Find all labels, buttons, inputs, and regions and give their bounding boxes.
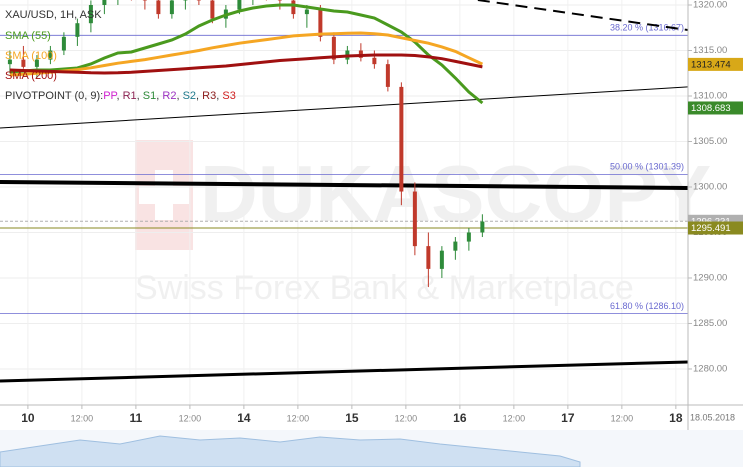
x-tick-label: 12:00 [503,413,526,423]
legend: XAU/USD, 1H, ASK SMA (55) SMA (100) SMA (2… [5,9,236,102]
x-tick-label: 11 [130,411,143,425]
chart-title: XAU/USD, 1H, ASK [5,9,102,21]
x-tick-label: 16 [453,411,467,425]
watermark-subtitle: Swiss Forex Bank & Marketplace [135,269,634,307]
candle-body [291,0,296,15]
candle-body [88,5,93,24]
candle-body [412,191,417,247]
y-tick-label: 1320.00 [693,0,727,11]
candle-body [399,86,404,192]
candle-body [466,232,471,242]
candle-body [304,9,309,15]
y-tick-label: 1300.00 [693,182,727,193]
candle-body [75,23,80,37]
fib-label: 50.00 % (1301.39) [610,162,684,172]
candle-body [34,59,39,67]
y-tick-label: 1290.00 [693,272,727,283]
pivot-level: S1 [143,90,156,102]
candle-body [169,0,174,15]
watermark: DUKASCOPY Swiss Forex Bank & Marketplace [135,140,711,307]
price-label: 1295.491 [691,223,731,234]
price-label-box [688,101,743,115]
candle-body [385,64,390,87]
candle-body [426,246,431,269]
pivot-title: PIVOTPOINT (0, 9): [5,90,103,102]
y-tick-label: 1315.00 [693,45,727,56]
x-tick-label: 12:00 [395,413,418,423]
candle-body [61,36,66,51]
pivot-level: S3 [222,90,235,102]
watermark-logo [135,140,193,250]
x-tick-label: 14 [237,411,251,425]
navigator-date: 18.05.2018 [690,412,735,422]
legend-entry: SMA (55) [5,30,51,42]
navigator-area [0,435,581,467]
trend-line [477,0,688,32]
y-tick-label: 1285.00 [693,318,727,329]
pivot-separator: , [196,90,202,102]
grid [0,0,688,405]
candle-body [453,241,458,251]
x-tick-label: 12:00 [71,413,94,423]
sma-line [9,53,483,75]
legend-entry: SMA (200) [5,70,57,82]
y-tick-label: 1305.00 [693,136,727,147]
candle-body [48,50,53,60]
x-tick-label: 18 [669,411,683,425]
pivot-level: R1 [123,90,137,102]
candle-body [102,0,107,6]
price-label-box [688,57,743,71]
pivot-separator: , [137,90,143,102]
x-tick-label: 12:00 [611,413,634,423]
watermark-title: DUKASCOPY [200,149,711,238]
y-tick-label: 1310.00 [693,91,727,102]
pivot-separator: , [216,90,222,102]
pivot-level: R3 [202,90,216,102]
sma-line [9,31,484,77]
pivot-level: R2 [162,90,176,102]
pivot-level: S2 [183,90,196,102]
legend-entry: SMA (100) [5,50,57,62]
fib-label: 38.20 % (1316.67) [610,23,684,33]
candle-body [237,0,242,10]
sma-line [9,3,484,105]
pivot-separator: , [176,90,182,102]
plot-area: 38.20 % (1316.67) 50.00 % (1301.39) 61.80 … [0,0,688,383]
candle-body [7,59,12,65]
pivot-separator: , [116,90,122,102]
trend-line [0,86,688,129]
x-tick-label: 15 [345,411,359,425]
candle-body [21,59,26,67]
price-label: 1308.683 [691,103,731,114]
watermark-logo-cross [139,186,189,204]
fib-label: 61.80 % (1286.10) [610,301,684,311]
candle-body [210,0,215,19]
pivot-legend: PIVOTPOINT (0, 9):PP, R1, S1, R2, S2, R3… [5,90,236,102]
price-label: 1313.474 [691,59,731,70]
x-tick-label: 12:00 [287,413,310,423]
x-tick-label: 12:00 [179,413,202,423]
x-tick-label: 10 [21,411,35,425]
axes: 1280.001285.001290.001295.001300.001305.… [21,0,743,425]
price-label-box [688,221,743,235]
x-tick-label: 17 [561,411,575,425]
navigator: 18.05.2018 [0,412,743,467]
pivot-separator: , [156,90,162,102]
candle-body [331,36,336,60]
candle-body [318,9,323,37]
candle-body [156,0,161,15]
pivot-level: PP [103,90,117,102]
y-tick-label: 1280.00 [693,363,727,374]
trend-line [0,179,688,190]
candle-body [439,250,444,269]
candle-body [480,221,485,233]
candle-body [372,57,377,65]
trend-line [0,360,688,383]
